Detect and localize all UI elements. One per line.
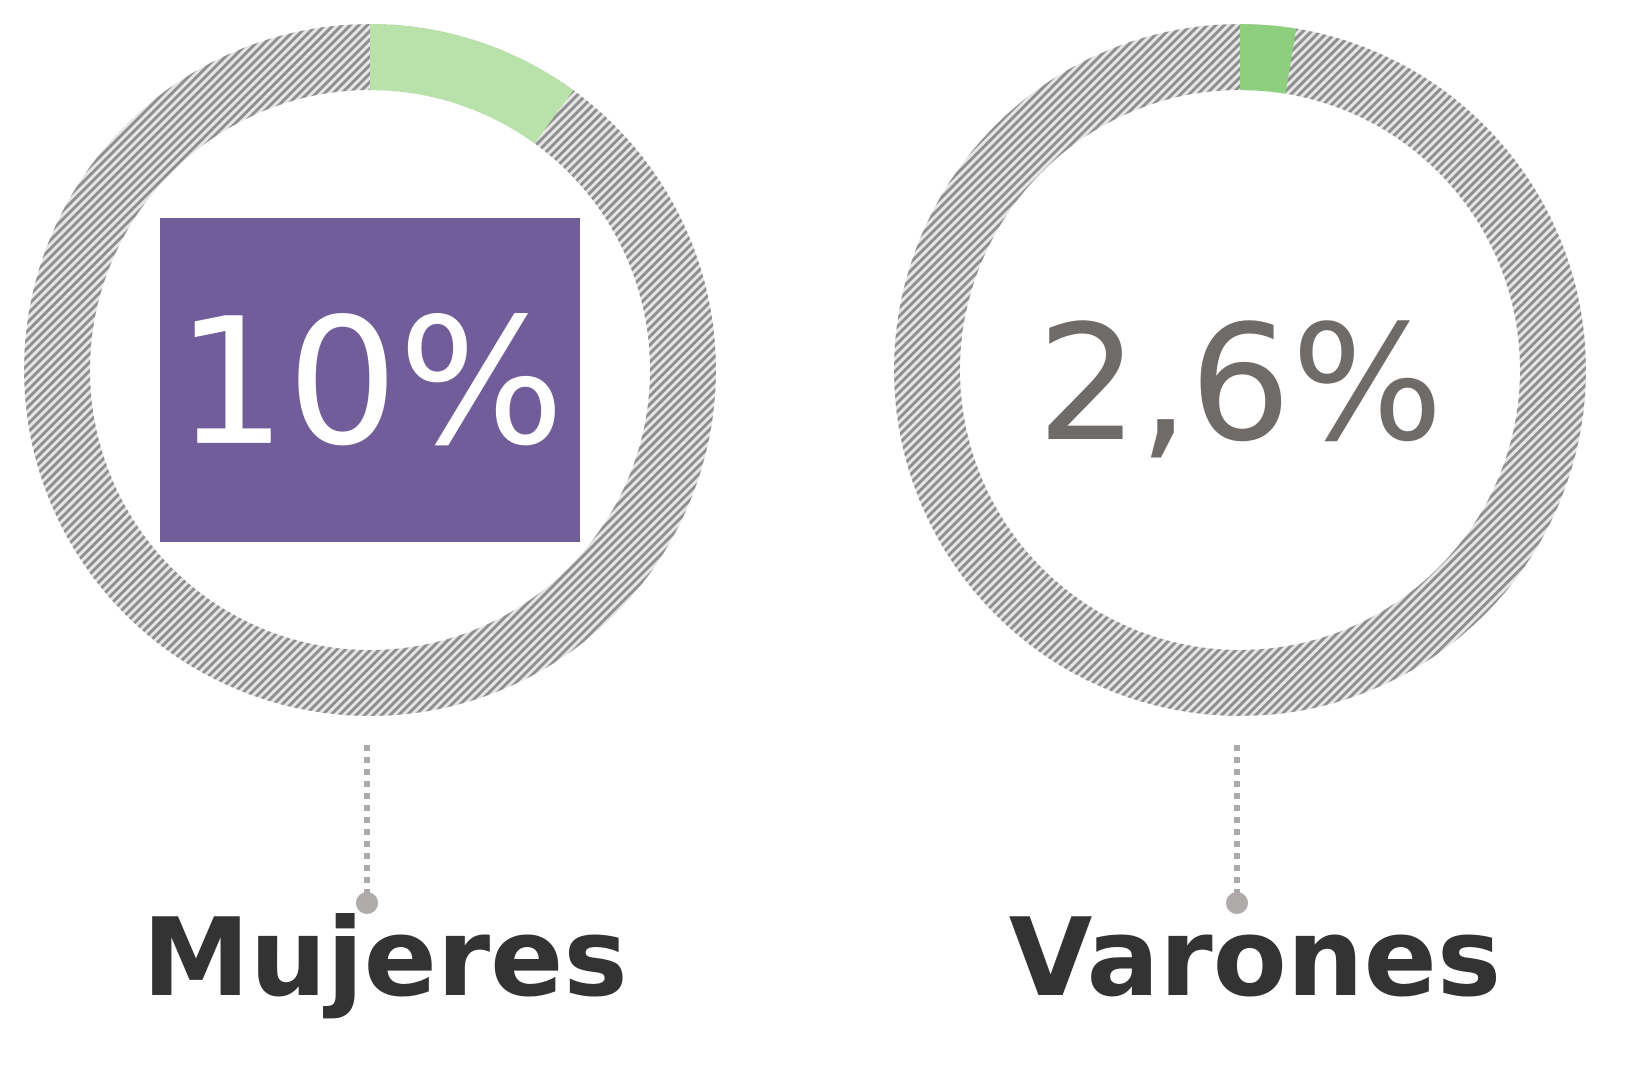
category-label: Mujeres [142, 896, 627, 1021]
donut-segment [1239, 24, 1297, 94]
value-label: 10% [176, 282, 565, 485]
category-label: Varones [1009, 896, 1501, 1021]
donut-segment [369, 24, 574, 144]
value-label-box [160, 218, 580, 542]
connector-dot [356, 892, 378, 914]
value-label: 2,6% [1037, 290, 1443, 477]
connector-dot [1226, 892, 1248, 914]
